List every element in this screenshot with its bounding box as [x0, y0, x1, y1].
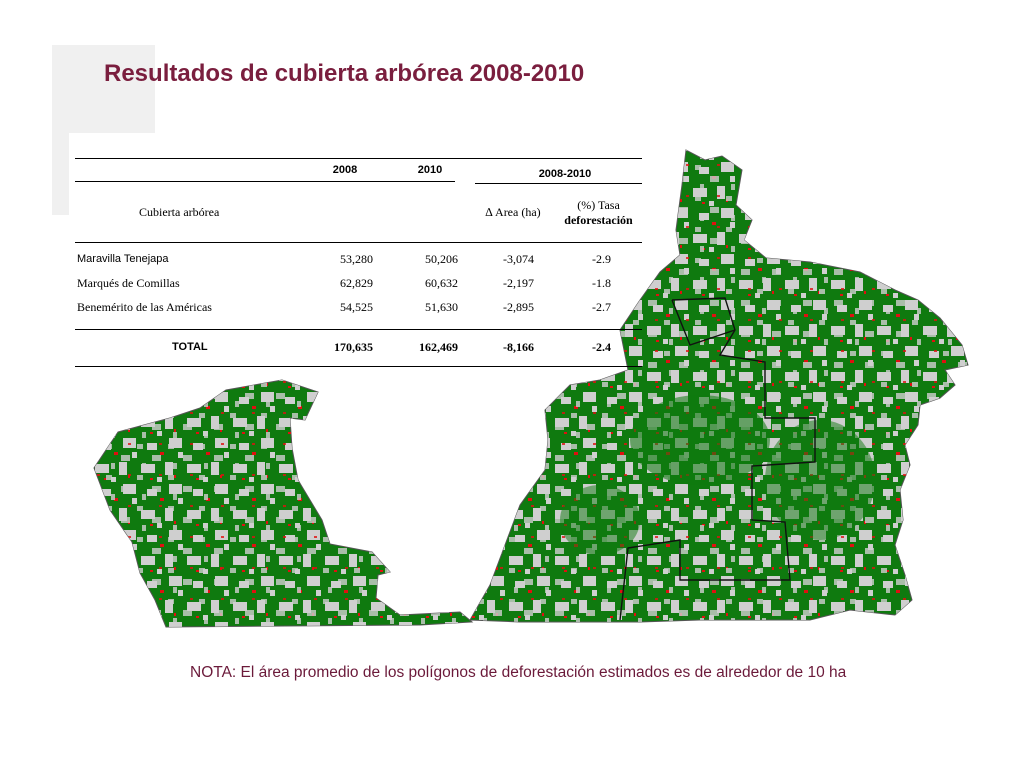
total-rate: -2.4 — [592, 340, 611, 354]
cell-2010: 51,630 — [425, 300, 458, 314]
row-header-label: Cubierta arbórea — [139, 205, 220, 219]
col-header-delta-area: ∆ Area (ha) — [485, 205, 541, 219]
decorative-accent-block — [52, 45, 155, 133]
cell-rate: -2.7 — [592, 300, 611, 314]
row-name: Maravilla Tenejapa — [77, 253, 169, 265]
cell-2010: 60,632 — [425, 276, 458, 290]
col-header-period: 2008-2010 — [538, 168, 592, 180]
col-header-rate-line2: deforestación — [564, 213, 633, 227]
col-header-rate-line1: (%) Tasa — [577, 198, 620, 212]
total-delta: -8,166 — [503, 340, 534, 354]
col-header-2008: 2008 — [332, 164, 358, 176]
row-name: Benemérito de las Américas — [77, 300, 212, 314]
cell-delta: -2,197 — [503, 276, 534, 290]
total-2010: 162,469 — [419, 340, 458, 354]
slide-title: Resultados de cubierta arbórea 2008-2010 — [104, 60, 585, 87]
cell-2008: 53,280 — [340, 252, 373, 266]
cell-2008: 62,829 — [340, 276, 373, 290]
total-label: TOTAL — [172, 341, 208, 353]
decorative-accent-strip — [52, 133, 69, 215]
cell-delta: -2,895 — [503, 300, 534, 314]
col-header-2010: 2010 — [417, 164, 443, 176]
map-region-east — [469, 149, 969, 623]
row-name: Marqués de Comillas — [77, 276, 180, 290]
cell-rate: -2.9 — [592, 252, 611, 266]
footnote: NOTA: El área promedio de los polígonos … — [190, 664, 847, 681]
cell-rate: -1.8 — [592, 276, 611, 290]
municipal-boundaries — [619, 297, 816, 621]
cell-2010: 50,206 — [425, 252, 458, 266]
total-2008: 170,635 — [334, 340, 373, 354]
cell-delta: -3,074 — [503, 252, 534, 266]
map-region-west — [93, 379, 474, 628]
cell-2008: 54,525 — [340, 300, 373, 314]
